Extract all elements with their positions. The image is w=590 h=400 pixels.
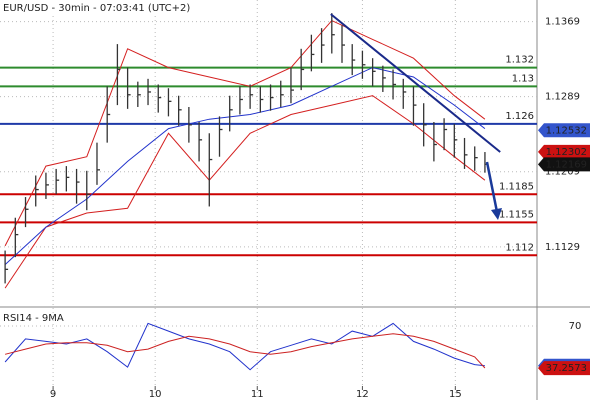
- price-tag-label: 1.12302: [546, 147, 587, 158]
- title-bg: [0, 0, 190, 15]
- y-tick-label: 1.1369: [545, 17, 580, 28]
- level-label: 1.13: [512, 73, 534, 84]
- x-tick-label: 10: [149, 389, 162, 400]
- price-tag: [538, 144, 590, 159]
- forecast-arrowhead: [491, 208, 502, 220]
- y-tick-label: 1.1209: [545, 167, 580, 178]
- level-label: 1.112: [505, 242, 534, 253]
- level-label: 1.132: [505, 55, 534, 66]
- price-tag: [538, 123, 590, 138]
- level-label: 1.126: [505, 111, 534, 122]
- level-label: 1.1185: [499, 181, 534, 192]
- price-tag-label: 1.12169: [546, 159, 587, 170]
- chart-title: EUR/USD - 30min - 07:03:41 (UTC+2): [3, 3, 190, 14]
- forecast-arrow: [485, 161, 499, 213]
- level-label: 1.1155: [499, 209, 534, 220]
- y-tick-label: 1.1129: [545, 242, 580, 253]
- value-tag-label: 37.2573: [546, 363, 587, 374]
- y-tick-label: 70: [569, 321, 582, 332]
- rsi-line: [4, 333, 486, 369]
- x-tick-label: 12: [356, 389, 369, 400]
- x-tick-label: 11: [251, 389, 264, 400]
- x-tick-label: 15: [449, 389, 462, 400]
- rsi-line: [4, 322, 485, 371]
- price-tag: [538, 157, 590, 172]
- panel-title: RSI14 - 9MA: [3, 313, 64, 324]
- value-tag: [538, 361, 590, 376]
- trend-line: [330, 13, 501, 153]
- price-tag-label: 1.12532: [546, 125, 587, 136]
- y-tick-label: 1.1289: [545, 92, 580, 103]
- x-tick-label: 9: [50, 389, 56, 400]
